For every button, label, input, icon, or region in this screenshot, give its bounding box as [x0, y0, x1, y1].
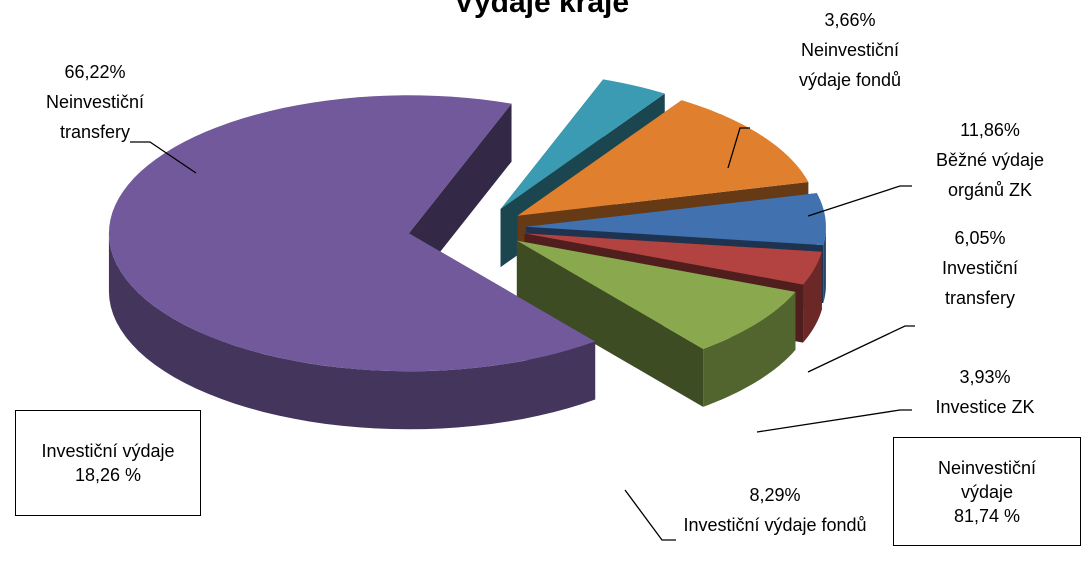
- annotation-label: Investiční výdaje: [41, 441, 175, 461]
- slice-side: [516, 240, 704, 407]
- data-label: 8,29% Investiční výdaje fondů: [675, 480, 875, 540]
- data-label: 6,05% Investiční transfery: [920, 223, 1040, 313]
- slice-outer-side: [108, 233, 596, 430]
- leader-line: [624, 489, 676, 541]
- data-label: 66,22% Neinvestiční transfery: [30, 57, 160, 147]
- annotation-value: 18,26 %: [74, 465, 142, 485]
- slice: [525, 193, 826, 246]
- slice: [516, 240, 796, 349]
- annotation-box: Neinvestiční výdaje 81,74 %: [893, 437, 1081, 546]
- data-label: 3,66% Neinvestiční výdaje fondů: [775, 5, 925, 95]
- slice-outer-side: [803, 251, 822, 343]
- leader-line: [727, 127, 750, 169]
- data-label-value: 8,29%: [749, 485, 801, 505]
- data-label-category: Běžné výdaje orgánů ZK: [935, 150, 1045, 200]
- data-label-category: Investiční transfery: [941, 258, 1019, 308]
- data-label-value: 66,22%: [64, 62, 126, 82]
- data-label-value: 3,93%: [959, 367, 1011, 387]
- annotation-box: Investiční výdaje 18,26 %: [15, 410, 201, 516]
- chart-title: Výdaje kraje: [453, 0, 630, 19]
- slice: [517, 100, 809, 216]
- data-label-category: Neinvestiční výdaje fondů: [798, 40, 902, 90]
- data-label-category: Investiční výdaje fondů: [683, 515, 867, 535]
- data-label-category: Neinvestiční transfery: [45, 92, 145, 142]
- data-label-value: 3,66%: [824, 10, 876, 30]
- data-label: 11,86% Běžné výdaje orgánů ZK: [915, 115, 1065, 205]
- slice: [524, 233, 822, 285]
- annotation-label: Neinvestiční výdaje: [937, 457, 1037, 502]
- data-label-value: 11,86%: [960, 120, 1020, 140]
- slice-side: [408, 103, 512, 292]
- slice: [500, 79, 665, 210]
- slice-outer-side: [703, 291, 796, 407]
- leader-line: [130, 141, 197, 174]
- data-label-value: 6,05%: [954, 228, 1006, 248]
- annotation-value: 81,74 %: [953, 505, 1021, 526]
- slice-outer-side: [823, 226, 826, 304]
- slice-tops: [108, 79, 826, 372]
- slice: [108, 95, 596, 372]
- data-label: 3,93% Investice ZK: [900, 362, 1070, 422]
- leader-line: [756, 409, 912, 433]
- leader-line: [807, 325, 915, 373]
- data-label-category: Investice ZK: [935, 397, 1035, 417]
- leader-line: [807, 185, 912, 217]
